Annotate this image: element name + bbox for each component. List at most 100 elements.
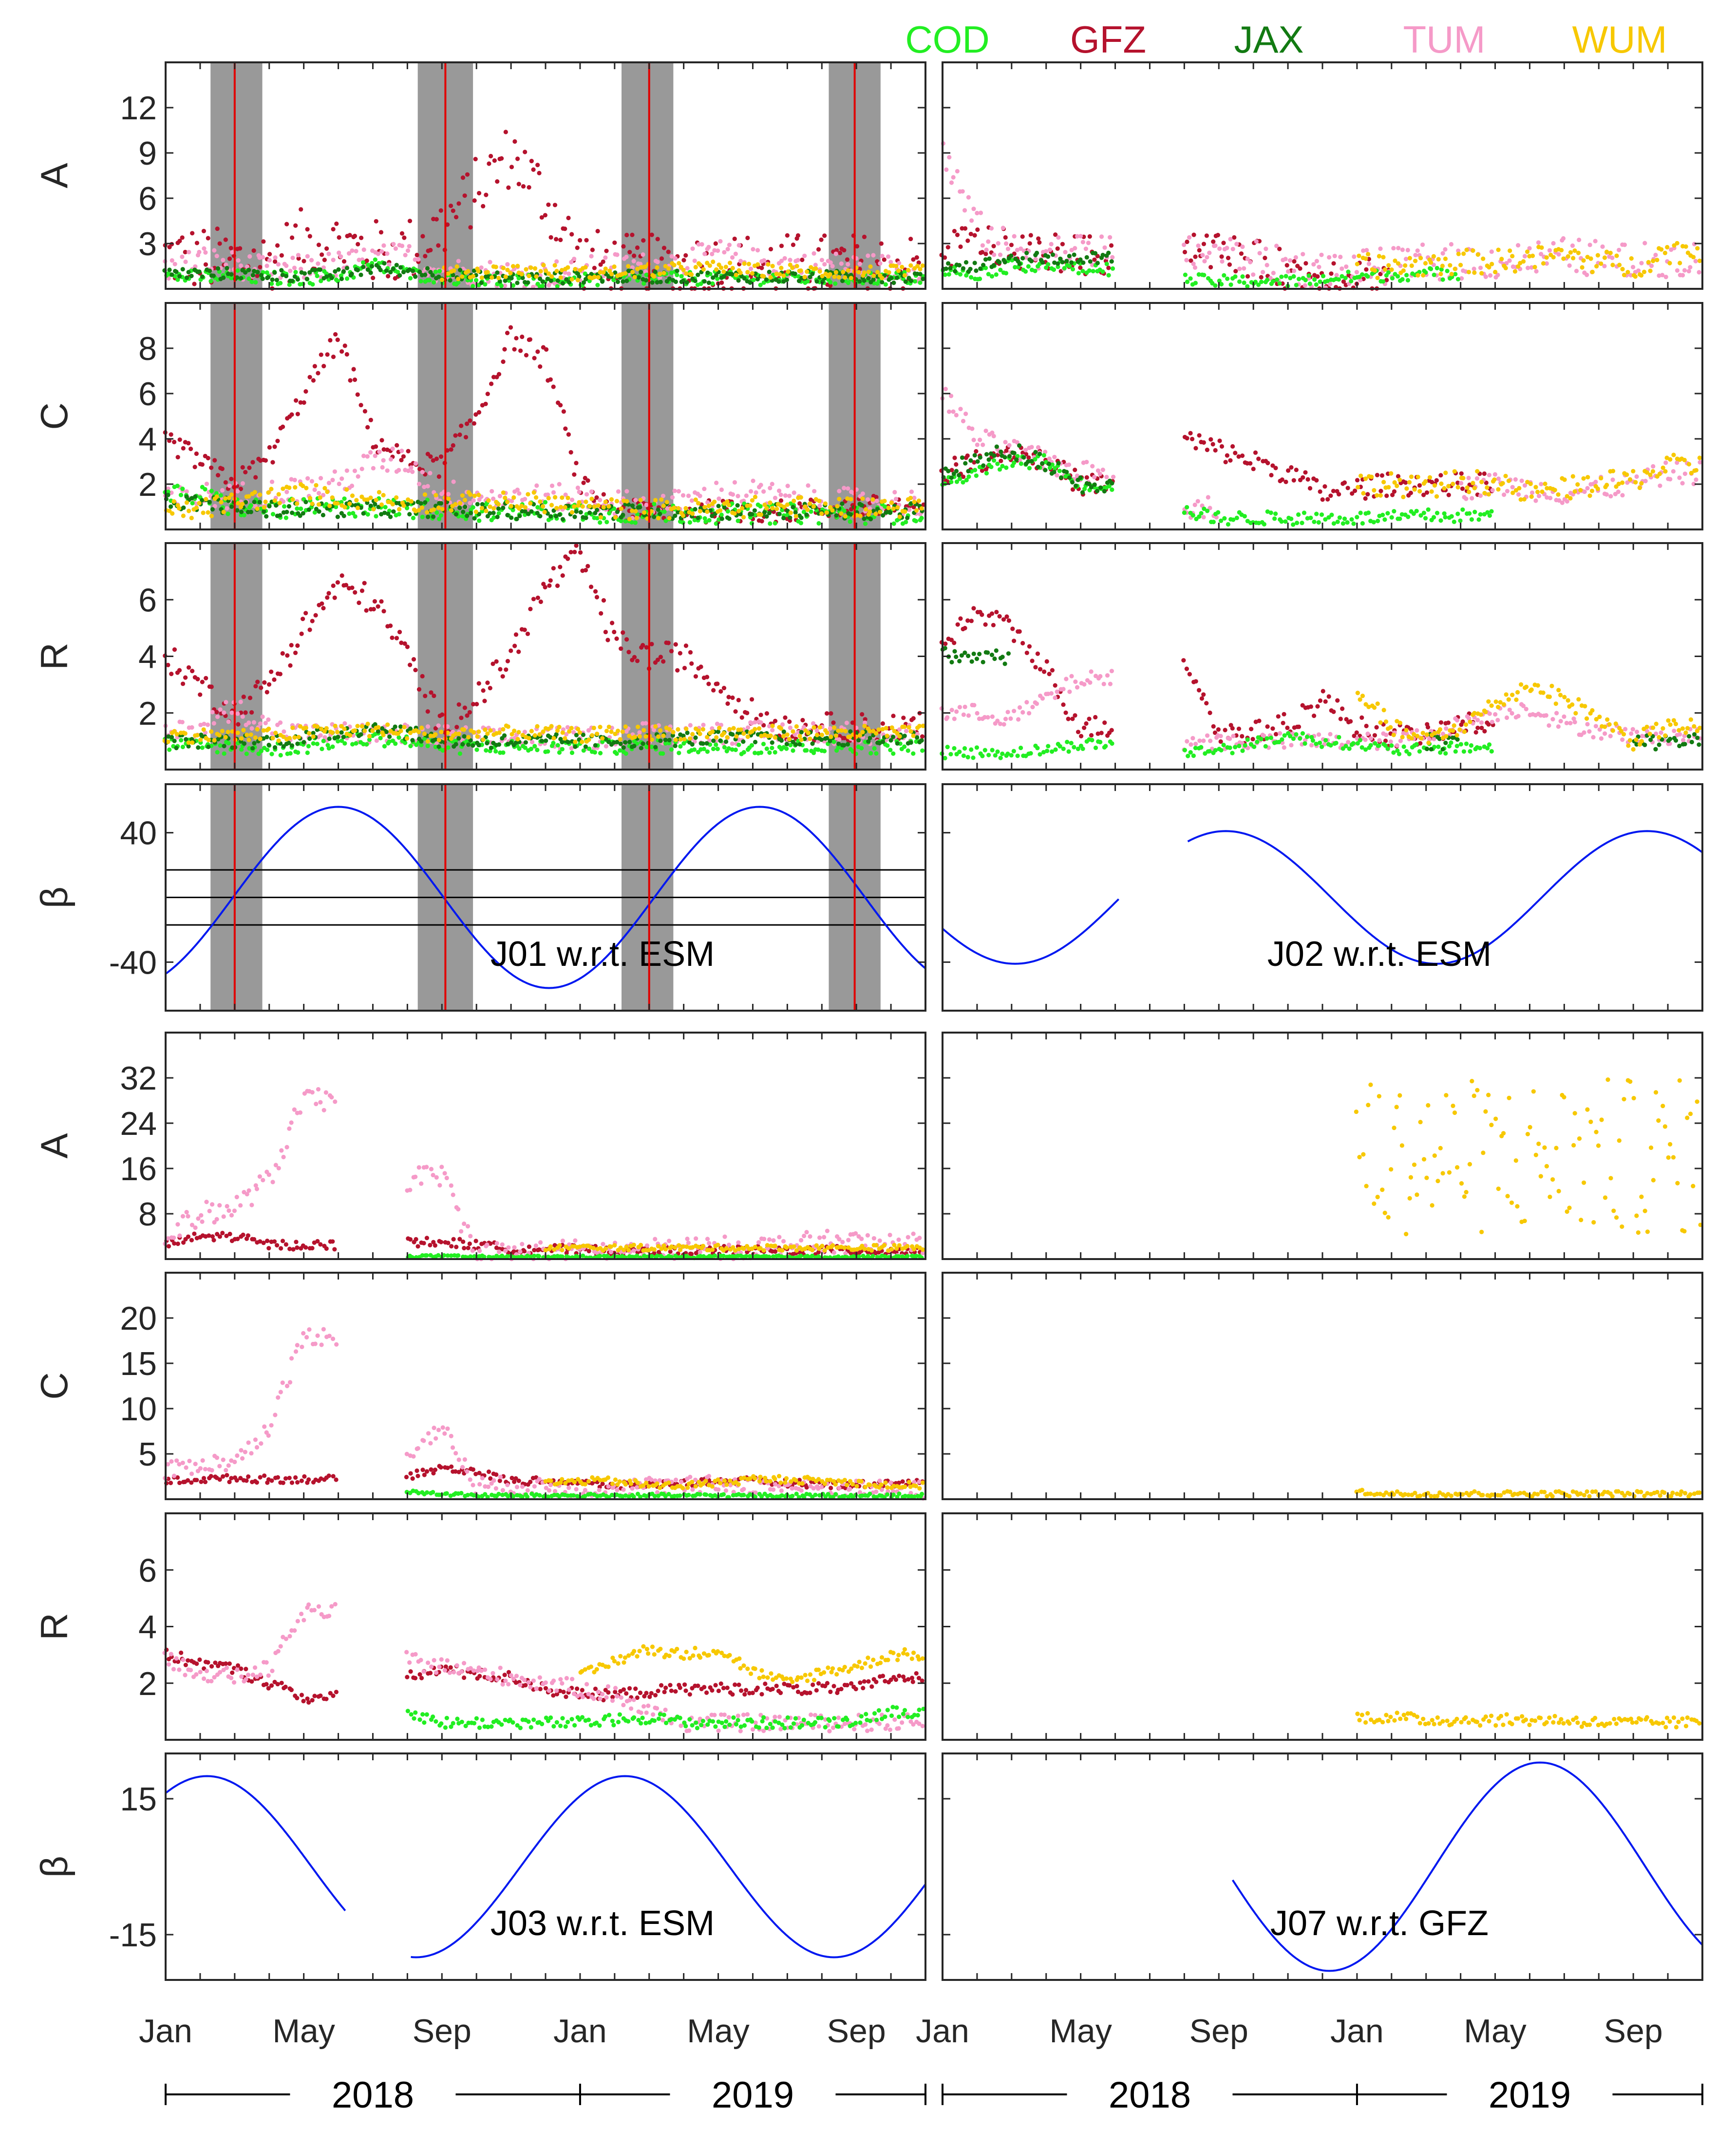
data-point-cod [403,740,408,745]
data-point-tum [719,487,724,492]
data-point-wum [832,274,837,279]
data-point-gfz [289,643,294,648]
data-point-cod [315,741,320,746]
data-point-wum [1413,259,1418,264]
data-point-cod [301,282,305,286]
data-point-cod [214,491,219,496]
data-point-gfz [303,611,308,616]
data-point-tum [1488,273,1493,278]
data-point-gfz [505,331,510,336]
data-point-gfz [1084,475,1089,480]
data-point-jax [574,509,579,514]
data-point-wum [472,730,476,735]
data-point-jax [841,743,847,748]
data-point-gfz [601,259,605,264]
data-point-tum [321,492,326,498]
data-point-wum [748,503,753,508]
data-point-tum [589,254,594,259]
data-point-tum [699,242,704,247]
data-point-jax [428,269,433,275]
data-point-gfz [243,470,248,475]
data-point-wum [693,264,698,270]
data-point-cod [555,284,560,289]
j02-w-r-t-esm-panel-a [939,61,1703,291]
data-point-tum [886,254,891,259]
data-point-wum [311,734,316,739]
data-point-jax [553,514,559,519]
data-point-jax [485,741,490,746]
data-point-tum [986,239,991,244]
data-point-tum [1287,258,1293,263]
data-point-jax [177,274,182,279]
data-point-tum [235,489,240,494]
data-point-gfz [561,409,566,414]
data-point-jax [632,743,637,749]
data-point-jax [621,512,625,517]
data-point-tum [292,477,297,483]
data-point-gfz [862,234,867,239]
data-point-gfz [487,161,491,166]
data-point-gfz [386,274,391,279]
data-point-jax [948,265,953,271]
data-point-wum [876,727,881,732]
data-point-jax [471,743,475,748]
data-point-tum [866,253,870,258]
data-point-tum [225,506,229,511]
data-point-cod [278,281,283,285]
data-point-tum [361,247,366,252]
data-point-wum [220,729,225,734]
data-point-wum [817,498,822,503]
data-point-wum [768,733,773,738]
data-point-cod [726,746,731,751]
data-point-jax [673,513,678,518]
data-point-jax [306,507,311,512]
data-point-tum [690,246,695,251]
data-point-jax [627,739,632,744]
data-point-wum [1490,262,1494,266]
data-point-gfz [837,250,843,256]
data-point-wum [452,268,456,273]
data-point-gfz [348,378,353,383]
data-point-tum [1693,259,1698,264]
data-point-wum [1571,256,1576,261]
j01-w-r-t-esm-panel-a-frame [165,61,926,290]
data-point-wum [786,269,791,274]
data-point-cod [344,276,350,281]
data-point-jax [243,270,248,275]
data-point-tum [340,476,344,481]
data-point-jax [453,512,459,517]
data-point-gfz [548,578,553,583]
data-point-gfz [521,184,526,189]
data-point-tum [1639,261,1644,265]
data-point-gfz [551,566,556,571]
data-point-tum [754,490,758,495]
data-point-tum [839,261,844,266]
data-point-wum [770,723,775,728]
data-point-jax [184,737,189,742]
data-point-cod [1003,271,1009,276]
y-tick-label: 40 [120,815,157,852]
data-point-jax [458,267,463,273]
data-point-gfz [266,682,272,687]
data-point-gfz [453,433,458,438]
data-point-gfz [1201,242,1207,246]
data-point-tum [788,725,793,730]
data-point-wum [661,503,666,508]
data-point-gfz [343,583,349,587]
data-point-tum [569,497,575,502]
data-point-wum [1551,255,1556,260]
data-point-wum [813,266,818,271]
data-point-cod [833,281,838,286]
data-point-tum [361,453,366,458]
data-point-wum [714,267,719,272]
data-point-gfz [172,439,177,445]
data-point-gfz [718,689,723,694]
data-point-jax [489,745,493,750]
data-point-cod [730,747,735,752]
data-point-wum [515,736,520,742]
data-point-tum [828,726,833,731]
data-point-wum [1639,273,1644,278]
data-point-wum [731,726,736,731]
data-point-tum [1099,234,1104,239]
data-point-cod [918,280,923,285]
